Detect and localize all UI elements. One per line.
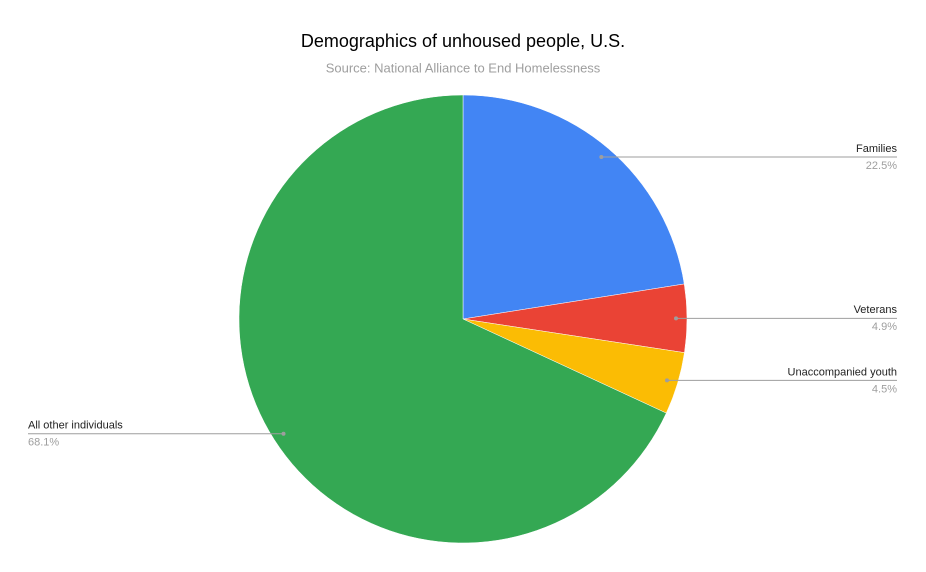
chart-title: Demographics of unhoused people, U.S. xyxy=(301,31,625,51)
leader-dot xyxy=(599,155,604,160)
pie-slice xyxy=(462,94,685,320)
value-label: 22.5% xyxy=(866,160,897,172)
pie-slice xyxy=(238,94,667,544)
leader-dot xyxy=(281,431,286,436)
value-label: 68.1% xyxy=(28,437,59,449)
leader-dot xyxy=(673,316,678,321)
slice-label: All other individuals xyxy=(28,420,123,432)
slice-label: Veterans xyxy=(854,304,898,316)
slice-label: Unaccompanied youth xyxy=(788,366,897,378)
value-label: 4.9% xyxy=(872,321,897,333)
value-label: 4.5% xyxy=(872,383,897,395)
slice-label: Families xyxy=(856,143,897,155)
leader-dot xyxy=(664,378,669,383)
chart-subtitle: Source: National Alliance to End Homeles… xyxy=(326,60,601,75)
